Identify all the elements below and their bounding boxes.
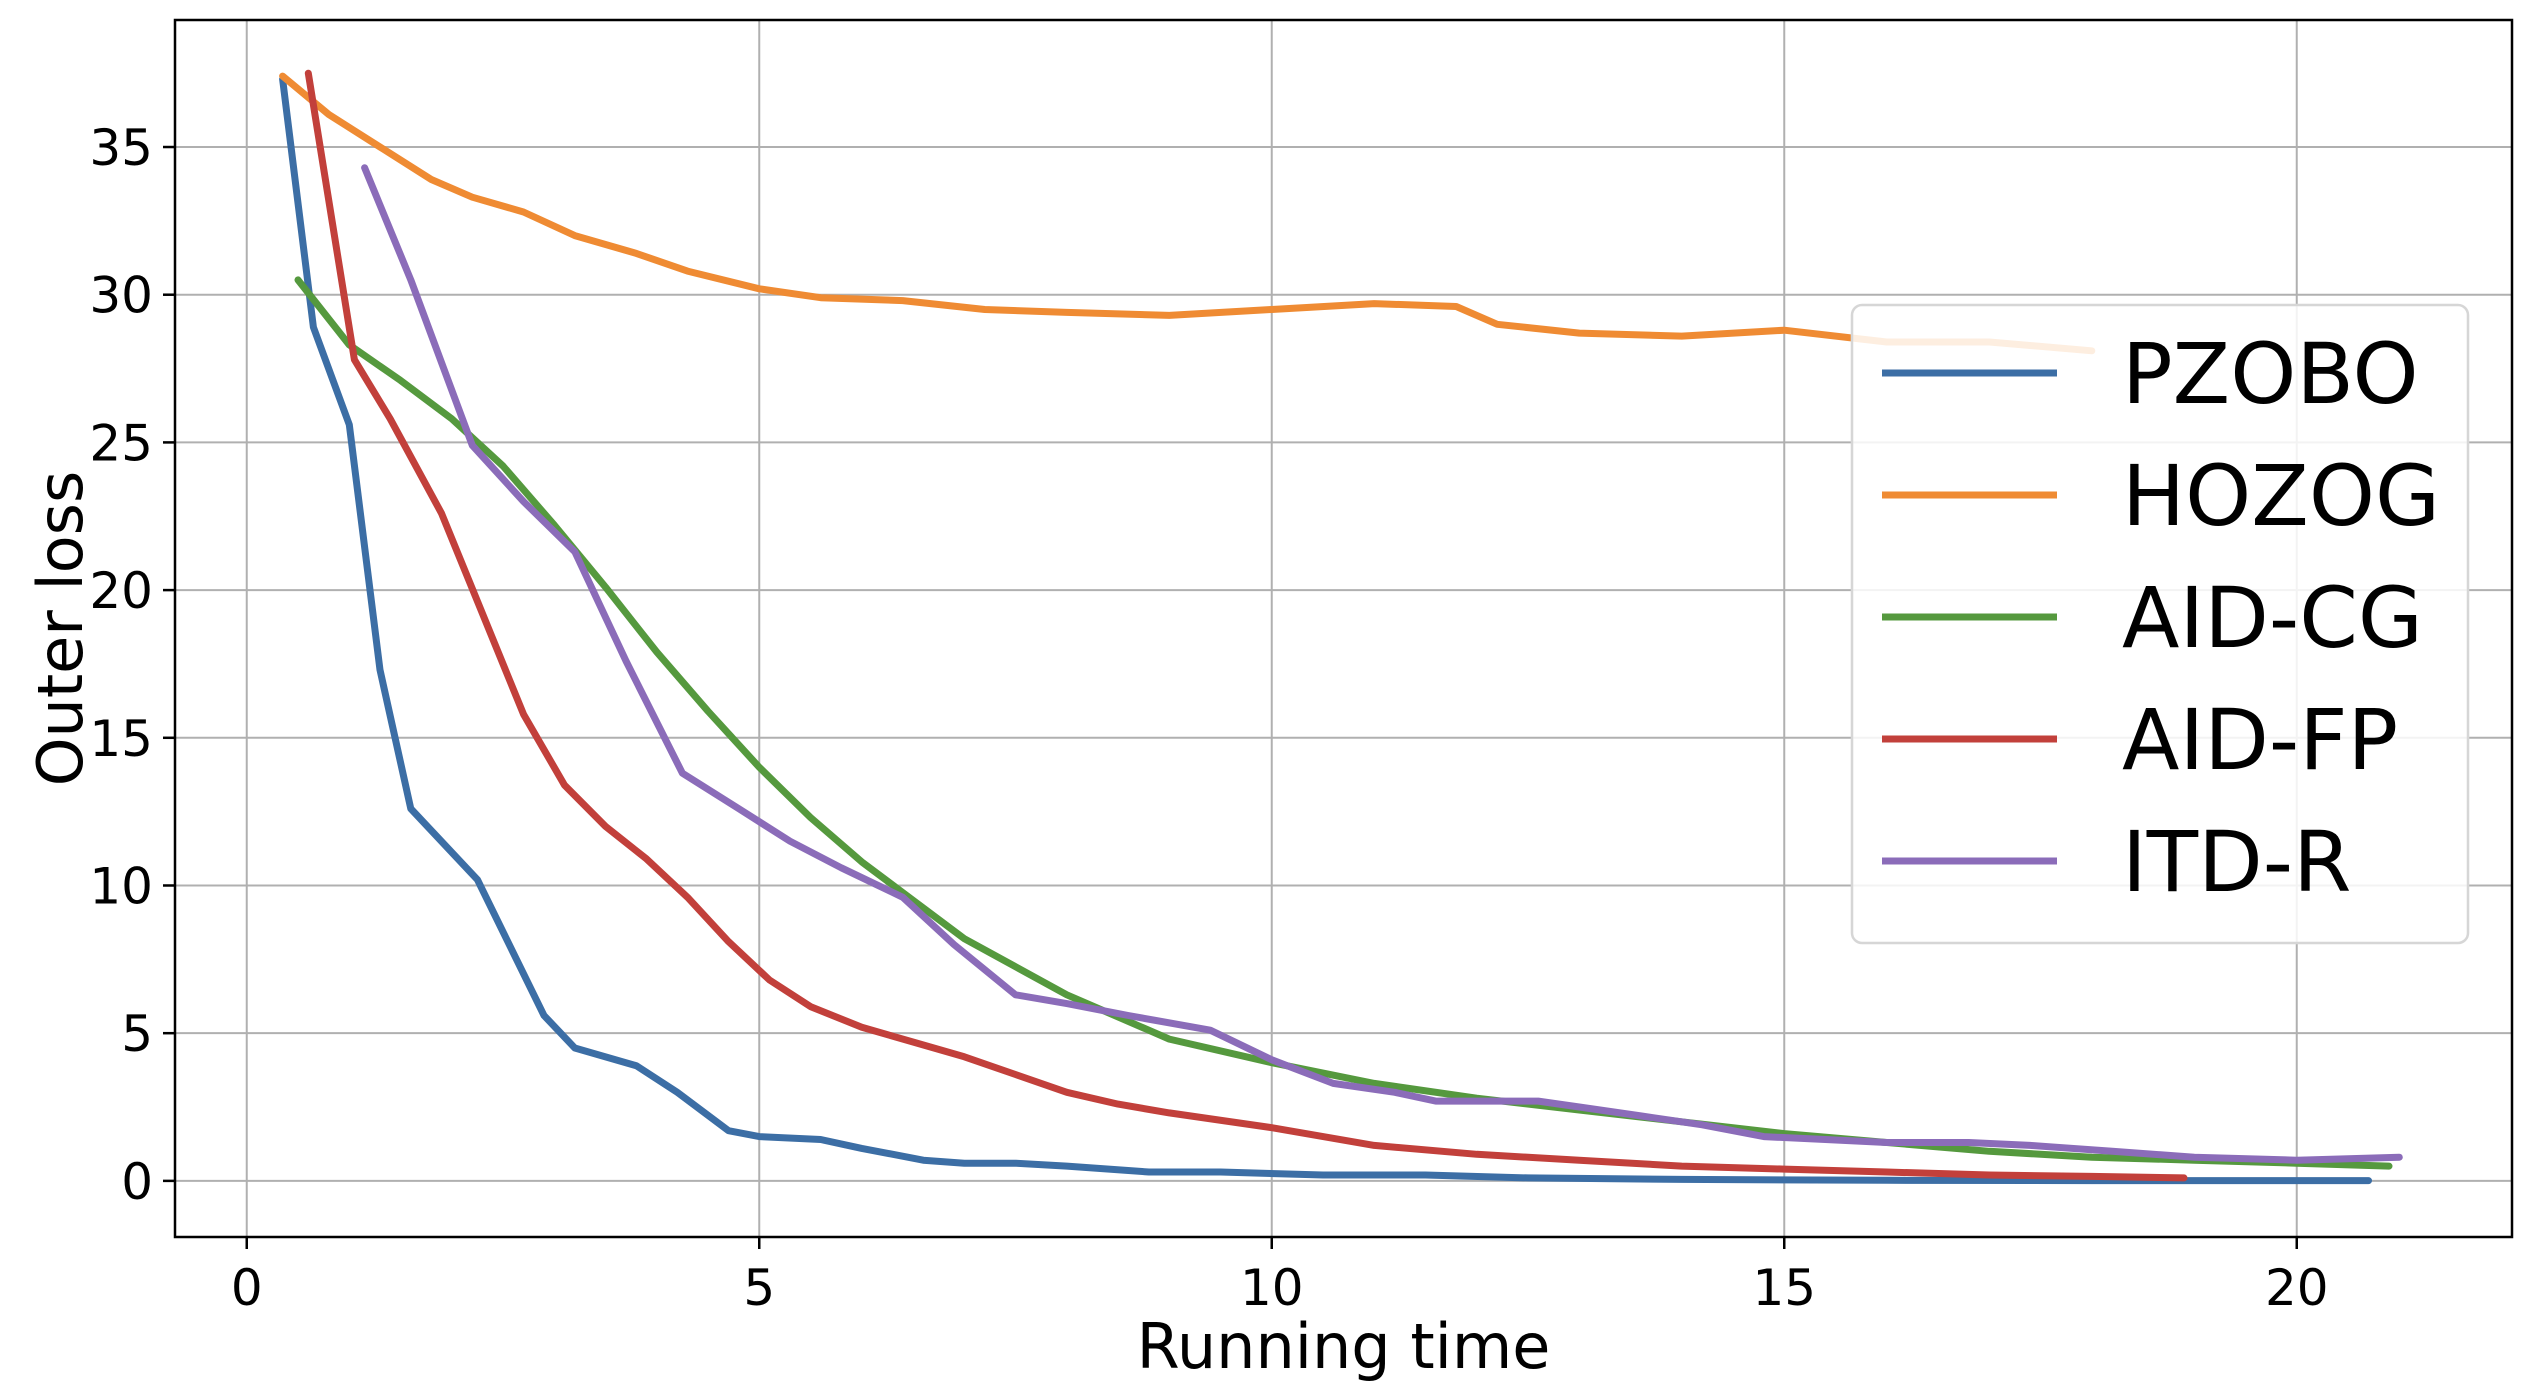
x-tick-label: 15	[1752, 1259, 1816, 1317]
series-line-hozog	[279, 72, 2096, 355]
legend-entry-label: ITD-R	[2122, 813, 2351, 911]
x-tick-label: 0	[231, 1259, 263, 1317]
x-tick-label: 20	[2265, 1259, 2329, 1317]
y-tick-label: 35	[89, 119, 153, 177]
legend-box	[1850, 303, 2470, 945]
x-axis-label: Running time	[1137, 1310, 1551, 1383]
y-axis-label: Outer loss	[24, 471, 97, 787]
series-line-itd-r	[361, 164, 2403, 1164]
x-tick-label: 10	[1240, 1259, 1304, 1317]
y-tick-label: 0	[121, 1153, 153, 1211]
y-tick-label: 5	[121, 1005, 153, 1063]
legend: PZOBO HOZOG AID-CG AID-FP ITD-R	[1850, 303, 2470, 945]
y-tick-label: 20	[89, 562, 153, 620]
legend-entry-label: HOZOG	[2122, 447, 2440, 545]
x-tick-label: 5	[743, 1259, 775, 1317]
series-line-pzobo	[279, 75, 2372, 1185]
legend-entry-label: AID-CG	[2122, 569, 2423, 667]
series-lines	[279, 69, 2403, 1185]
legend-entry-label: AID-FP	[2122, 691, 2398, 789]
axis-ticks: 0 5 10 15 20 0 5 10 15 20 25 30 35	[89, 119, 2328, 1317]
plot-frame	[173, 18, 2514, 1239]
series-line-aid-cg	[294, 276, 2393, 1170]
series-line-aid-fp	[304, 69, 2188, 1182]
y-tick-label: 30	[89, 267, 153, 325]
y-tick-label: 15	[89, 710, 153, 768]
y-tick-label: 10	[89, 857, 153, 915]
y-tick-label: 25	[89, 414, 153, 472]
legend-entry-label: PZOBO	[2122, 325, 2419, 423]
